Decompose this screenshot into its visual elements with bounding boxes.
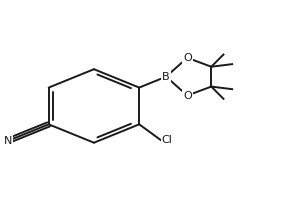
Text: N: N bbox=[4, 136, 12, 146]
Text: B: B bbox=[162, 72, 170, 82]
Text: Cl: Cl bbox=[161, 135, 172, 145]
Text: O: O bbox=[183, 91, 192, 101]
Text: O: O bbox=[183, 53, 192, 63]
